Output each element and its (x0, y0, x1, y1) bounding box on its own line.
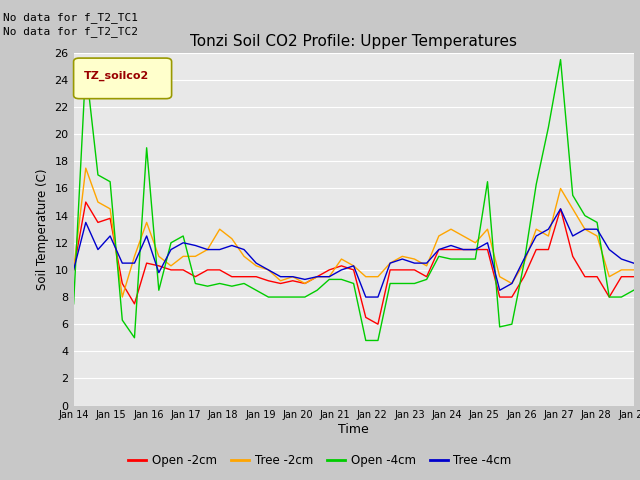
Text: TZ_soilco2: TZ_soilco2 (84, 71, 149, 81)
Y-axis label: Soil Temperature (C): Soil Temperature (C) (36, 168, 49, 290)
Title: Tonzi Soil CO2 Profile: Upper Temperatures: Tonzi Soil CO2 Profile: Upper Temperatur… (190, 34, 517, 49)
X-axis label: Time: Time (338, 423, 369, 436)
Text: No data for f_T2_TC1: No data for f_T2_TC1 (3, 12, 138, 23)
FancyBboxPatch shape (74, 58, 172, 99)
Legend: Open -2cm, Tree -2cm, Open -4cm, Tree -4cm: Open -2cm, Tree -2cm, Open -4cm, Tree -4… (124, 449, 516, 472)
Text: No data for f_T2_TC2: No data for f_T2_TC2 (3, 26, 138, 37)
